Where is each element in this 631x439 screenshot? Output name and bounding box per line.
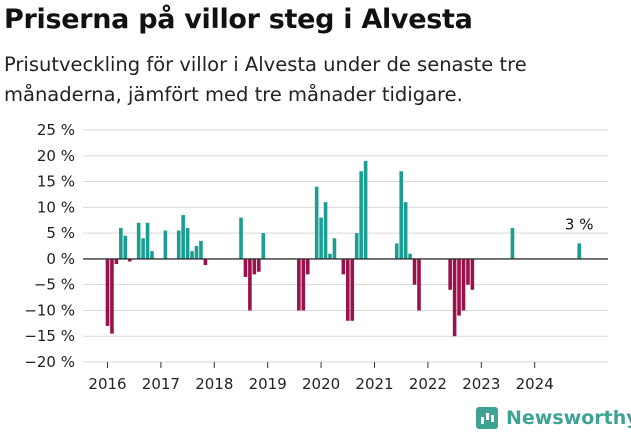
- y-tick-label: 10 %: [37, 198, 75, 216]
- bar: [305, 258, 310, 275]
- x-tick-label: 2016: [88, 375, 126, 393]
- bar: [466, 258, 470, 285]
- newsworthy-logo-icon: [476, 407, 498, 429]
- bar: [239, 217, 243, 259]
- y-tick-label: 20 %: [37, 147, 75, 165]
- bar: [163, 230, 168, 259]
- bar: [319, 217, 323, 259]
- bar: [452, 258, 457, 337]
- bar: [176, 230, 181, 259]
- bar: [145, 222, 150, 259]
- bar: [114, 258, 119, 265]
- bar: [150, 251, 154, 259]
- bar: [448, 258, 452, 290]
- bar: [199, 240, 203, 259]
- bar: [510, 227, 515, 259]
- x-axis: 2016 2017 2018 2019 2020 2021 2022 2023 2024: [88, 362, 554, 393]
- bar: [203, 258, 208, 266]
- bar: [257, 258, 261, 272]
- bar: [577, 243, 581, 259]
- bar: [350, 258, 355, 321]
- chart-title: Priserna på villor steg i Alvesta: [4, 4, 473, 35]
- x-tick-label: 2019: [249, 375, 287, 393]
- x-tick-label: 2018: [195, 375, 233, 393]
- bar: [181, 215, 185, 259]
- x-tick-label: 2024: [516, 375, 554, 393]
- bar: [141, 238, 145, 259]
- y-tick-label: −15 %: [24, 327, 75, 345]
- y-tick-label: −5 %: [34, 276, 75, 294]
- bar: [363, 160, 368, 259]
- bar: [123, 235, 128, 259]
- bar: [346, 258, 350, 321]
- y-axis: 25 % 20 % 15 % 10 % 5 % 0 % −5 % −10 % −15 % −20 …: [24, 121, 75, 371]
- bar: [470, 258, 475, 290]
- bar: [136, 222, 141, 259]
- bar: [110, 258, 114, 334]
- bar: [105, 258, 110, 326]
- bar: [194, 246, 199, 259]
- x-tick-label: 2017: [142, 375, 180, 393]
- last-value-annotation: 3 %: [565, 215, 594, 233]
- bar: [314, 186, 319, 259]
- bar: [301, 258, 306, 311]
- bar: [248, 258, 252, 311]
- bar: [394, 243, 399, 259]
- bar: [408, 253, 412, 259]
- y-tick-label: 15 %: [37, 173, 75, 191]
- bars: [105, 160, 581, 337]
- bar: [417, 258, 421, 311]
- bar: [127, 258, 132, 262]
- bar: [243, 258, 248, 277]
- bar: [297, 258, 301, 311]
- y-tick-label: 0 %: [46, 250, 75, 268]
- bar: [252, 258, 257, 275]
- x-tick-label: 2020: [302, 375, 340, 393]
- bar: [119, 227, 123, 259]
- bar: [403, 202, 408, 259]
- x-tick-label: 2021: [355, 375, 393, 393]
- y-tick-label: 25 %: [37, 121, 75, 139]
- bar: [185, 227, 190, 259]
- chart-subtitle: Prisutveckling för villor i Alvesta unde…: [4, 53, 527, 106]
- y-tick-label: −20 %: [24, 353, 75, 371]
- grid-lines: [83, 129, 608, 363]
- bar: [412, 258, 417, 285]
- brand-logo: Newsworthy: [476, 407, 631, 429]
- bar: [457, 258, 461, 316]
- bar: [461, 258, 466, 311]
- bar: [354, 233, 359, 259]
- bar: [328, 253, 332, 259]
- bar: [332, 238, 337, 259]
- bar: [323, 202, 328, 259]
- bar: [190, 251, 194, 259]
- bar: [341, 258, 346, 275]
- bar: [261, 233, 266, 259]
- x-tick-label: 2022: [409, 375, 447, 393]
- x-tick-label: 2023: [462, 375, 500, 393]
- y-tick-label: 5 %: [46, 224, 75, 242]
- bar: [399, 171, 403, 259]
- y-tick-label: −10 %: [24, 301, 75, 319]
- bar: [359, 171, 363, 259]
- brand-name: Newsworthy: [506, 407, 631, 429]
